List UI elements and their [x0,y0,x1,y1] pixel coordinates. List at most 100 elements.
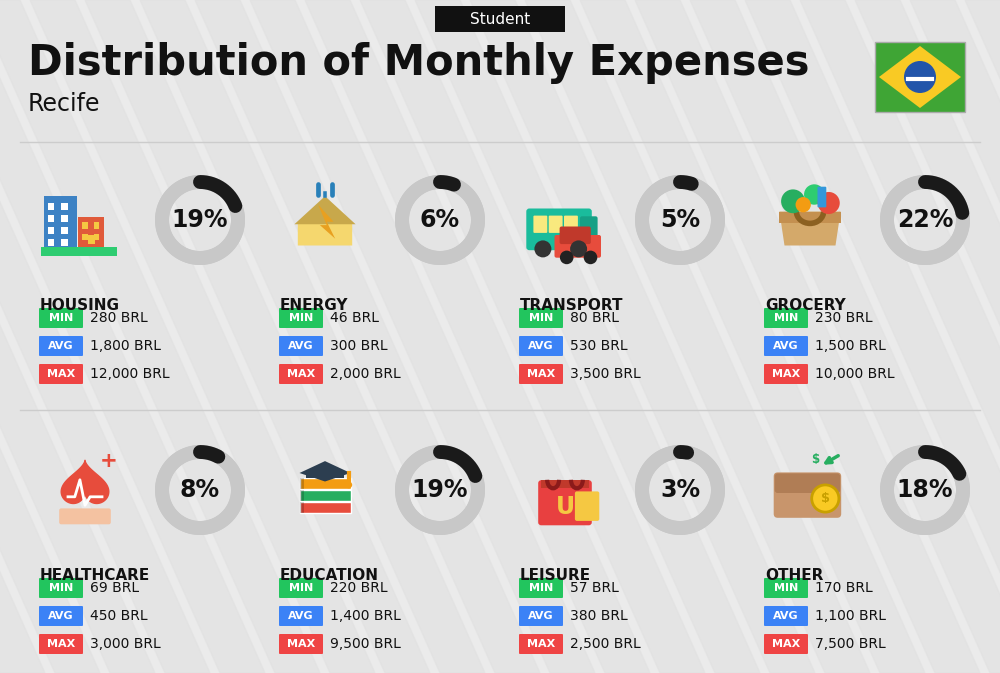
Polygon shape [0,0,100,673]
Circle shape [570,240,587,257]
Text: LEISURE: LEISURE [520,568,591,583]
Text: 19%: 19% [412,478,468,502]
Text: OTHER: OTHER [765,568,823,583]
Polygon shape [879,46,961,108]
Polygon shape [855,0,1000,673]
Text: AVG: AVG [288,611,314,621]
Text: MIN: MIN [529,583,553,593]
Polygon shape [0,0,320,673]
Text: AVG: AVG [773,341,799,351]
Text: 530 BRL: 530 BRL [570,339,628,353]
Polygon shape [0,0,265,673]
FancyBboxPatch shape [818,186,826,207]
FancyBboxPatch shape [39,634,83,654]
Text: Distribution of Monthly Expenses: Distribution of Monthly Expenses [28,42,810,84]
Text: 1,800 BRL: 1,800 BRL [90,339,161,353]
Text: TRANSPORT: TRANSPORT [520,298,624,313]
FancyBboxPatch shape [279,606,323,626]
FancyBboxPatch shape [526,209,592,250]
FancyBboxPatch shape [94,221,99,229]
Text: 69 BRL: 69 BRL [90,581,139,595]
Circle shape [804,184,824,205]
Text: MIN: MIN [289,583,313,593]
Text: 80 BRL: 80 BRL [570,311,619,325]
Circle shape [796,197,811,213]
FancyBboxPatch shape [48,215,54,221]
Polygon shape [305,0,650,673]
Text: $: $ [811,453,819,466]
Text: 18%: 18% [897,478,953,502]
Text: 22%: 22% [897,208,953,232]
FancyBboxPatch shape [279,336,323,356]
FancyBboxPatch shape [39,308,83,328]
FancyBboxPatch shape [300,490,304,501]
Text: 57 BRL: 57 BRL [570,581,619,595]
FancyBboxPatch shape [541,480,589,489]
Polygon shape [525,0,870,673]
FancyBboxPatch shape [764,336,808,356]
FancyBboxPatch shape [300,478,304,489]
FancyBboxPatch shape [519,634,563,654]
Text: AVG: AVG [528,341,554,351]
Polygon shape [910,0,1000,673]
Text: +: + [100,451,118,471]
Text: 280 BRL: 280 BRL [90,311,148,325]
Text: MAX: MAX [47,369,75,379]
Text: AVG: AVG [48,341,74,351]
FancyBboxPatch shape [580,216,598,246]
Polygon shape [470,0,815,673]
FancyBboxPatch shape [533,215,547,233]
FancyBboxPatch shape [59,508,111,524]
Text: MIN: MIN [289,313,313,323]
Text: HOUSING: HOUSING [40,298,120,313]
Circle shape [781,189,805,213]
FancyBboxPatch shape [774,472,841,518]
Text: AVG: AVG [773,611,799,621]
Text: 2,000 BRL: 2,000 BRL [330,367,401,381]
Circle shape [345,481,352,489]
Text: 170 BRL: 170 BRL [815,581,873,595]
Text: EDUCATION: EDUCATION [280,568,379,583]
Text: MAX: MAX [47,639,75,649]
Text: 2,500 BRL: 2,500 BRL [570,637,641,651]
FancyBboxPatch shape [764,606,808,626]
Text: MIN: MIN [49,313,73,323]
Polygon shape [690,0,1000,673]
FancyBboxPatch shape [78,217,104,247]
Text: HEALTHCARE: HEALTHCARE [40,568,150,583]
Text: Student: Student [470,11,530,26]
Polygon shape [415,0,760,673]
Text: Recife: Recife [28,92,100,116]
FancyBboxPatch shape [39,578,83,598]
FancyBboxPatch shape [435,6,565,32]
Text: 300 BRL: 300 BRL [330,339,388,353]
Text: 220 BRL: 220 BRL [330,581,388,595]
FancyBboxPatch shape [554,235,601,258]
Polygon shape [250,0,595,673]
Polygon shape [635,0,980,673]
Text: 1,400 BRL: 1,400 BRL [330,609,401,623]
Text: 1,100 BRL: 1,100 BRL [815,609,886,623]
Polygon shape [0,0,155,673]
Polygon shape [300,461,351,481]
FancyBboxPatch shape [560,227,591,244]
Text: 6%: 6% [420,208,460,232]
FancyBboxPatch shape [519,364,563,384]
FancyBboxPatch shape [764,308,808,328]
Text: 19%: 19% [172,208,228,232]
Text: 3,500 BRL: 3,500 BRL [570,367,641,381]
Text: $: $ [821,492,830,505]
FancyBboxPatch shape [519,578,563,598]
FancyBboxPatch shape [764,634,808,654]
Text: AVG: AVG [288,341,314,351]
Polygon shape [298,201,352,246]
FancyBboxPatch shape [41,247,117,256]
Text: 7,500 BRL: 7,500 BRL [815,637,886,651]
Text: 3,000 BRL: 3,000 BRL [90,637,161,651]
Text: MAX: MAX [772,639,800,649]
FancyBboxPatch shape [875,42,965,112]
FancyBboxPatch shape [779,211,841,223]
Polygon shape [140,0,485,673]
Polygon shape [745,0,1000,673]
FancyBboxPatch shape [279,634,323,654]
